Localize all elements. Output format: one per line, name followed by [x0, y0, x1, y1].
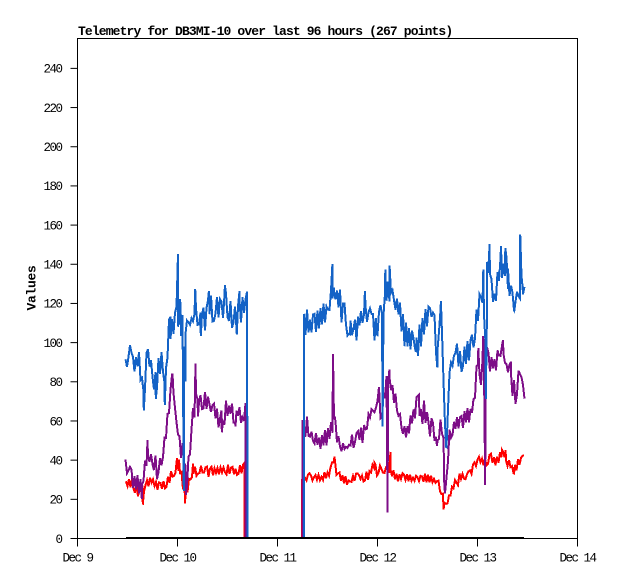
- svg-text:Dec 10: Dec 10: [159, 552, 196, 566]
- svg-text:140: 140: [43, 259, 62, 273]
- svg-text:200: 200: [43, 141, 62, 155]
- svg-text:40: 40: [49, 454, 62, 468]
- svg-text:Dec 12: Dec 12: [359, 552, 396, 566]
- svg-text:100: 100: [43, 337, 62, 351]
- svg-text:240: 240: [43, 63, 62, 77]
- svg-text:Dec 13: Dec 13: [459, 552, 496, 566]
- svg-text:220: 220: [43, 102, 62, 116]
- svg-text:180: 180: [43, 180, 62, 194]
- svg-text:Dec 14: Dec 14: [559, 552, 596, 566]
- svg-text:Telemetry for DB3MI-10 over la: Telemetry for DB3MI-10 over last 96 hour…: [78, 24, 452, 39]
- svg-text:160: 160: [43, 219, 62, 233]
- svg-text:Dec 9: Dec 9: [62, 552, 93, 566]
- svg-text:60: 60: [49, 415, 62, 429]
- svg-text:Values: Values: [25, 265, 40, 311]
- svg-text:20: 20: [49, 494, 62, 508]
- svg-text:Dec 11: Dec 11: [259, 552, 296, 566]
- svg-text:80: 80: [49, 376, 62, 390]
- svg-text:120: 120: [43, 298, 62, 312]
- svg-text:0: 0: [55, 533, 62, 547]
